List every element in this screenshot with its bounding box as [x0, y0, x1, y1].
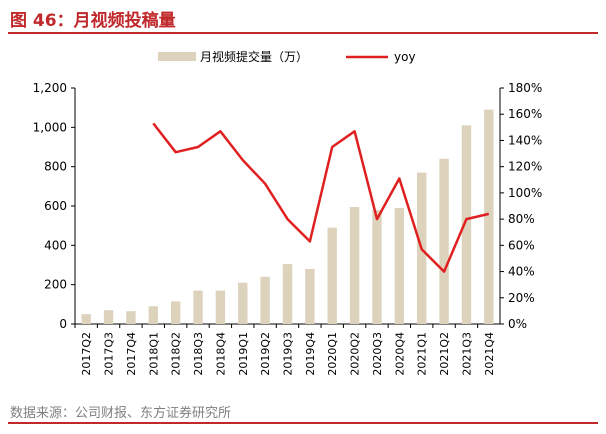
figure-title: 图 46：月视频投稿量	[10, 11, 176, 31]
bar	[282, 264, 293, 324]
x-tick-label: 2017Q4	[125, 332, 138, 376]
bar-series	[81, 109, 494, 324]
x-tick-label: 2019Q1	[237, 332, 250, 376]
x-tick-label: 2017Q2	[80, 332, 93, 376]
left-tick-label: 1,200	[33, 81, 67, 95]
bar	[439, 158, 449, 324]
left-tick-label: 0	[59, 317, 67, 331]
right-tick-label: 100%	[508, 186, 542, 200]
x-tick-label: 2017Q3	[103, 332, 116, 376]
bar	[238, 282, 248, 324]
x-tick-label: 2018Q2	[170, 332, 183, 376]
bar	[327, 227, 337, 324]
bar	[103, 310, 114, 324]
bar	[305, 268, 315, 324]
x-tick-label: 2018Q1	[147, 332, 160, 376]
bar	[148, 306, 158, 324]
x-tick-label: 2018Q4	[214, 332, 227, 376]
yoy-line-series	[152, 122, 490, 273]
x-tick-label: 2021Q4	[483, 332, 496, 376]
x-tick-label: 2021Q2	[438, 332, 451, 376]
legend-line-label: yoy	[394, 50, 416, 64]
right-tick-label: 160%	[508, 107, 542, 121]
bar	[170, 301, 181, 324]
bottom-rule	[8, 422, 598, 424]
chart-legend: 月视频提交量（万） yoy	[158, 49, 416, 64]
legend-bar-label: 月视频提交量（万）	[200, 49, 308, 64]
bar	[260, 276, 270, 324]
right-tick-label: 40%	[508, 265, 535, 279]
right-tick-label: 80%	[508, 212, 535, 226]
x-tick-label: 2020Q1	[326, 332, 339, 376]
bar	[394, 207, 405, 324]
x-tick-label: 2019Q3	[282, 332, 295, 376]
bar	[372, 209, 382, 324]
right-tick-label: 20%	[508, 291, 535, 305]
right-tick-label: 0%	[508, 317, 527, 331]
x-tick-label: 2020Q3	[371, 332, 384, 376]
chart-axes: 0 200 400 600 800 1,000 1,200 0% 20% 40% 60% 80% 100…	[33, 81, 543, 331]
x-tick-label: 2020Q4	[393, 332, 406, 376]
left-tick-label: 1,000	[33, 120, 67, 134]
x-tick-label: 2018Q3	[192, 332, 205, 376]
left-tick-label: 200	[44, 278, 67, 292]
x-tick-label: 2020Q2	[349, 332, 362, 376]
bar	[193, 290, 203, 324]
title-underline	[8, 32, 598, 34]
right-tick-label: 180%	[508, 81, 542, 95]
right-tick-label: 120%	[508, 160, 542, 174]
x-tick-label: 2021Q3	[460, 332, 473, 376]
legend-bar-swatch	[158, 52, 196, 61]
left-tick-label: 600	[44, 199, 67, 213]
bar	[484, 109, 494, 324]
x-tick-label: 2019Q4	[304, 332, 317, 376]
bar	[349, 206, 360, 324]
right-tick-label: 60%	[508, 238, 535, 252]
left-tick-label: 400	[44, 238, 67, 252]
source-note: 数据来源：公司财报、东方证券研究所	[10, 406, 232, 421]
x-tick-label: 2021Q1	[416, 332, 429, 376]
bar	[461, 125, 472, 324]
left-tick-label: 800	[44, 160, 67, 174]
bar	[215, 290, 226, 324]
x-tick-label: 2019Q2	[259, 332, 272, 376]
yoy-line	[152, 122, 490, 273]
bar	[126, 311, 136, 324]
x-axis-labels: 2017Q2 2017Q3 2017Q4 2018Q1 2018Q2 2018Q3 2018…	[74, 324, 496, 376]
bar	[81, 314, 91, 324]
right-tick-label: 140%	[508, 133, 542, 147]
